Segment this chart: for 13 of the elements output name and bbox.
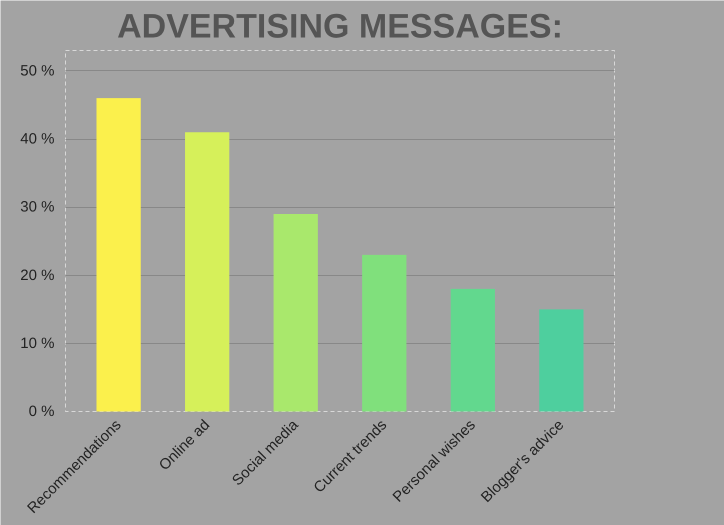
chart-title: ADVERTISING MESSAGES: [117,8,563,46]
y-tick-label: 20 % [20,266,55,284]
bar [274,214,318,412]
y-tick-label: 40 % [20,130,55,148]
y-tick-label: 30 % [20,198,55,216]
bar [96,98,141,412]
bar [185,132,230,412]
bar [362,254,406,412]
y-tick-label: 50 % [20,62,55,80]
y-tick-label: 0 % [28,403,55,420]
bar [450,288,495,412]
bar [539,309,584,412]
y-tick-label: 10 % [20,334,55,352]
